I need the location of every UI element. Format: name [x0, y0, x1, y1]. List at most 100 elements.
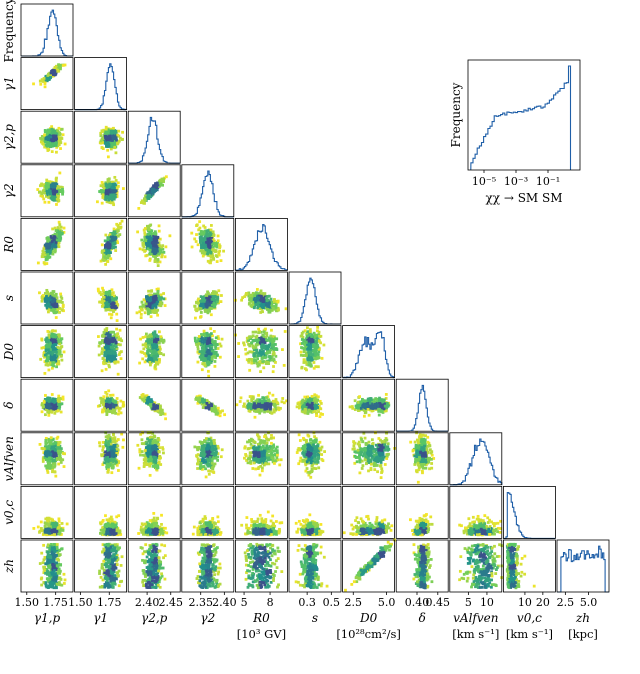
- scatter-point: [43, 200, 47, 204]
- scatter-point: [96, 287, 100, 291]
- scatter-point: [109, 300, 113, 304]
- scatter-point: [53, 243, 57, 247]
- scatter-point: [107, 303, 111, 307]
- scatter-point: [213, 340, 217, 343]
- scatter-point: [116, 372, 120, 376]
- scatter-point: [117, 225, 120, 229]
- scatter-point: [147, 354, 151, 358]
- scatter-point: [211, 299, 215, 303]
- scatter-point: [199, 315, 202, 319]
- scatter-point: [152, 297, 155, 301]
- scatter-point: [47, 180, 50, 184]
- scatter-point: [46, 239, 50, 243]
- scatter-point: [109, 251, 112, 254]
- scatter-point: [143, 311, 147, 315]
- scatter-point: [107, 252, 111, 256]
- scatter-point: [198, 236, 202, 240]
- scatter-point: [98, 190, 102, 193]
- scatter-point: [58, 342, 62, 346]
- scatter-point: [43, 191, 46, 195]
- scatter-point: [152, 349, 156, 353]
- scatter-point: [107, 236, 111, 239]
- scatter-point: [112, 242, 116, 246]
- scatter-point: [205, 229, 209, 233]
- scatter-point: [247, 293, 251, 297]
- scatter-point: [209, 251, 213, 255]
- scatter-point: [113, 175, 117, 179]
- scatter-point: [110, 288, 114, 292]
- scatter-point: [45, 262, 49, 265]
- scatter-point: [50, 334, 53, 338]
- scatter-point: [146, 350, 150, 354]
- scatter-point: [41, 253, 45, 256]
- scatter-point: [45, 300, 49, 304]
- scatter-point: [162, 177, 166, 181]
- scatter-point: [47, 298, 51, 302]
- scatter-point: [269, 297, 273, 301]
- scatter-point: [103, 255, 107, 259]
- scatter-point: [102, 289, 105, 293]
- scatter-point: [57, 136, 61, 139]
- scatter-point: [212, 239, 216, 243]
- scatter-point: [52, 242, 56, 245]
- scatter-point: [162, 297, 166, 301]
- scatter-point: [117, 139, 121, 143]
- scatter-point: [54, 229, 58, 232]
- scatter-point: [244, 293, 248, 297]
- scatter-point: [150, 337, 154, 341]
- scatter-point: [103, 291, 107, 294]
- scatter-point: [141, 336, 145, 339]
- scatter-point: [99, 293, 103, 296]
- scatter-point: [108, 246, 112, 250]
- scatter-point: [159, 293, 163, 297]
- scatter-point: [106, 155, 110, 159]
- scatter-point: [201, 241, 205, 245]
- scatter-point: [213, 305, 217, 309]
- scatter-point: [199, 240, 202, 244]
- scatter-point: [109, 316, 113, 320]
- scatter-point: [198, 226, 202, 230]
- scatter-point: [111, 186, 114, 190]
- scatter-point: [151, 187, 155, 191]
- scatter-point: [248, 301, 251, 305]
- scatter-point: [54, 240, 58, 244]
- scatter-point: [118, 343, 122, 347]
- scatter-point: [50, 291, 53, 295]
- scatter-point: [259, 292, 263, 296]
- scatter-point: [44, 194, 48, 198]
- scatter-point: [32, 82, 35, 86]
- scatter-point: [210, 297, 214, 301]
- scatter-point: [143, 198, 147, 202]
- scatter-point: [158, 237, 162, 241]
- scatter-point: [53, 350, 57, 354]
- scatter-point: [149, 252, 153, 255]
- scatter-point: [146, 196, 150, 200]
- scatter-point: [152, 247, 155, 251]
- scatter-point: [116, 185, 120, 188]
- scatter-point: [101, 303, 105, 307]
- scatter-point: [104, 130, 107, 134]
- scatter-point: [108, 358, 112, 362]
- scatter-point: [111, 309, 115, 313]
- scatter-point: [157, 252, 161, 256]
- scatter-point: [271, 306, 275, 310]
- scatter-point: [48, 255, 52, 259]
- scatter-point: [47, 76, 51, 79]
- scatter-point: [158, 345, 162, 349]
- scatter-point: [162, 180, 165, 183]
- scatter-point: [203, 226, 207, 229]
- scatter-point: [139, 307, 143, 311]
- scatter-point: [103, 250, 107, 254]
- scatter-point: [144, 354, 148, 358]
- scatter-point: [104, 262, 108, 266]
- scatter-point: [116, 360, 119, 364]
- scatter-point: [201, 362, 205, 366]
- scatter-point: [205, 297, 209, 301]
- scatter-point: [276, 306, 280, 310]
- scatter-point: [213, 244, 217, 248]
- scatter-point: [102, 253, 106, 256]
- scatter-point: [52, 235, 56, 238]
- scatter-point: [139, 316, 143, 320]
- scatter-point: [49, 76, 52, 79]
- scatter-point: [267, 294, 271, 298]
